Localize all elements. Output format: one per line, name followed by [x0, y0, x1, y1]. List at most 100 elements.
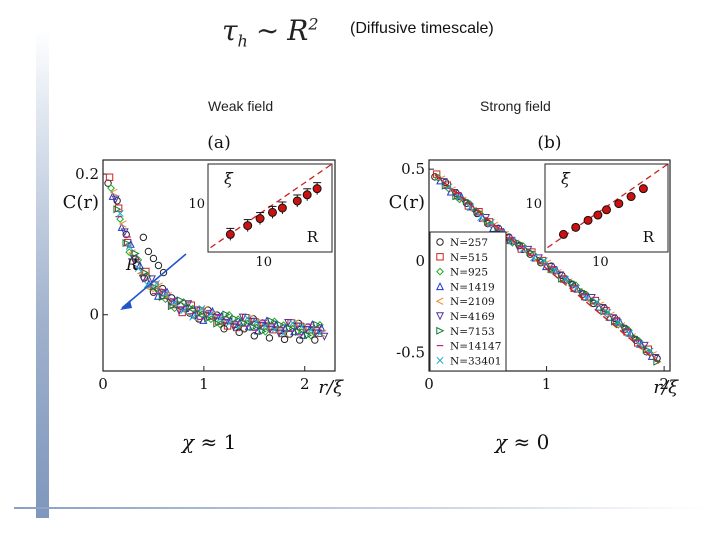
- data-point: [238, 313, 247, 322]
- inset-x-tick-label: 10: [256, 255, 273, 270]
- inset-point: [255, 214, 265, 224]
- data-point: [105, 173, 114, 181]
- legend-marker: [436, 326, 445, 335]
- formula-r: R: [287, 14, 309, 47]
- outlier-point: [144, 247, 153, 256]
- inset-point: [267, 207, 277, 217]
- panel-label: (a): [207, 133, 230, 153]
- data-point: [579, 287, 588, 296]
- data-point: [649, 351, 657, 359]
- data-point: [280, 330, 288, 338]
- inset-x-tick-label: 10: [592, 255, 609, 270]
- data-point: [621, 322, 630, 331]
- panel-title-weak: Weak field: [208, 98, 274, 114]
- inset-point: [638, 184, 648, 194]
- data-point: [220, 318, 229, 327]
- data-point: [477, 214, 485, 222]
- data-point: [234, 324, 242, 332]
- data-point: [180, 306, 188, 315]
- inset-y-label: ξ: [224, 169, 234, 188]
- x-tick-label: 2: [659, 375, 669, 393]
- chi-strong-symbol: χ: [495, 430, 508, 454]
- data-point: [243, 314, 251, 322]
- inset-point: [593, 210, 603, 220]
- x-axis-label: r/ξ: [653, 377, 679, 398]
- data-point: [222, 310, 231, 319]
- data-point: [225, 319, 233, 327]
- x-tick-label: 1: [542, 375, 552, 393]
- formula-note: (Diffusive timescale): [350, 20, 494, 37]
- legend-box: [429, 231, 507, 372]
- data-point: [216, 315, 224, 323]
- chi-strong: χ ≈ 0: [495, 430, 549, 454]
- data-point: [149, 282, 158, 291]
- chi-weak: χ ≈ 1: [182, 430, 236, 454]
- panel-title-strong: Strong field: [480, 98, 551, 114]
- data-point: [606, 311, 615, 319]
- inset-point: [225, 229, 235, 239]
- data-point: [638, 344, 647, 352]
- chart-panel-a: (a) 0 1 2 0 0.2 r/ξ C(r) ξ 10 R 10 R: [63, 133, 344, 398]
- data-point: [116, 209, 124, 218]
- legend-label: N=7153: [450, 326, 495, 338]
- y-tick-label: 0.5: [401, 160, 425, 178]
- data-point: [582, 294, 591, 302]
- outlier-point: [250, 332, 259, 340]
- data-point: [462, 197, 471, 206]
- data-point: [161, 290, 170, 298]
- formula-sub: h: [237, 31, 248, 51]
- inset-point: [571, 222, 581, 232]
- legend-marker: [436, 253, 444, 261]
- slide-side-bar: [36, 30, 49, 518]
- inset-x-label: R: [307, 228, 319, 246]
- data-point: [561, 275, 569, 283]
- data-point: [432, 170, 441, 178]
- outlier-point: [235, 328, 243, 337]
- data-point: [107, 184, 115, 193]
- data-point: [604, 308, 612, 316]
- y-tick-label: 0: [89, 306, 99, 324]
- formula-exp: 2: [308, 14, 319, 34]
- formula-tau: τ: [222, 14, 238, 47]
- inset-point: [602, 205, 611, 215]
- data-point: [164, 292, 172, 300]
- outlier-point: [220, 325, 228, 333]
- outlier-point: [154, 261, 163, 270]
- data-point: [568, 278, 577, 287]
- data-point: [304, 331, 313, 340]
- outlier-point: [149, 254, 158, 263]
- outlier-point: [280, 335, 289, 344]
- data-point: [249, 323, 258, 332]
- inset-point: [558, 229, 568, 239]
- data-point: [452, 192, 461, 201]
- outlier-point: [265, 334, 274, 342]
- legend-label: N=257: [450, 237, 488, 249]
- data-point: [653, 357, 662, 366]
- data-point: [125, 248, 134, 257]
- data-point: [229, 323, 238, 332]
- inset-y-tick-label: 10: [188, 197, 205, 212]
- x-tick-label: 0: [424, 375, 434, 393]
- slide-bottom-line: [14, 507, 706, 509]
- annotation-r: R: [125, 255, 138, 274]
- outlier-point: [159, 268, 168, 277]
- x-tick-label: 0: [98, 375, 108, 393]
- inset-point: [312, 184, 322, 194]
- legend-marker: [436, 356, 444, 364]
- data-point: [131, 249, 140, 258]
- data-point: [143, 281, 151, 289]
- data-point: [473, 207, 482, 216]
- data-point: [207, 315, 215, 324]
- legend-label: N=2109: [450, 296, 495, 308]
- data-point: [437, 175, 446, 183]
- data-point: [298, 322, 306, 331]
- legend-marker: [436, 267, 444, 276]
- chi-weak-symbol: χ: [182, 430, 195, 454]
- data-point: [138, 275, 147, 284]
- plot-frame: [102, 159, 336, 372]
- data-point: [111, 195, 120, 204]
- annotation-arrow: [121, 253, 187, 309]
- data-point: [147, 275, 156, 284]
- data-point: [211, 313, 220, 322]
- inset-point: [292, 196, 302, 206]
